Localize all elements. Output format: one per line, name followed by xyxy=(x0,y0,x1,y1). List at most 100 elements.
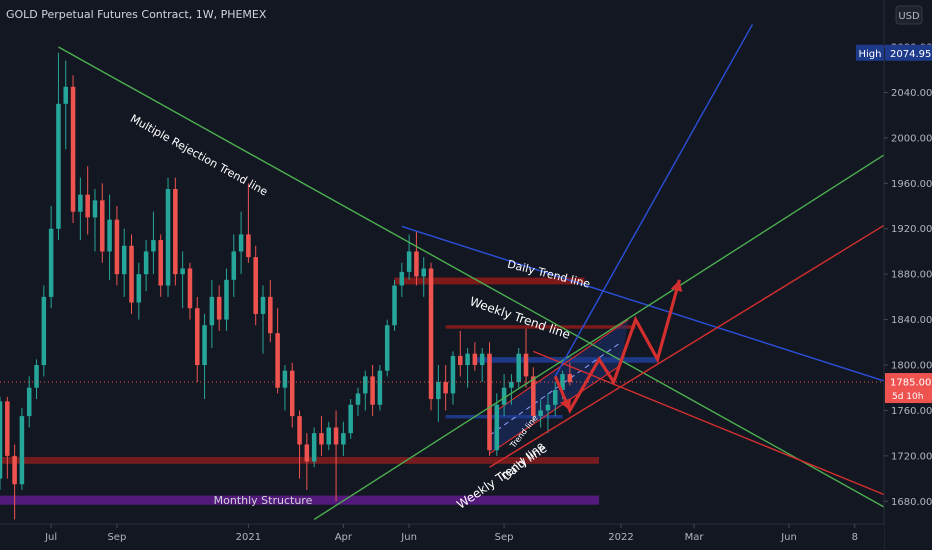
candle[interactable] xyxy=(224,268,229,331)
candle[interactable] xyxy=(275,308,280,394)
candle[interactable] xyxy=(231,234,237,297)
candle[interactable] xyxy=(487,342,492,456)
candle[interactable] xyxy=(238,211,244,275)
candle[interactable] xyxy=(5,396,10,479)
candle[interactable] xyxy=(355,387,361,417)
candle[interactable] xyxy=(531,367,536,422)
candle[interactable] xyxy=(180,251,185,309)
candle[interactable] xyxy=(384,319,390,377)
x-axis-panel[interactable] xyxy=(0,524,884,550)
candle[interactable] xyxy=(450,351,456,405)
candle[interactable] xyxy=(202,313,207,400)
candle[interactable] xyxy=(187,262,193,320)
candle[interactable] xyxy=(107,194,112,280)
candle[interactable] xyxy=(216,285,222,331)
candle-body xyxy=(531,376,536,417)
candle[interactable] xyxy=(399,262,405,297)
green-rising-line[interactable] xyxy=(313,154,885,521)
candle[interactable] xyxy=(289,362,295,428)
candle[interactable] xyxy=(246,183,251,263)
candle[interactable] xyxy=(136,262,142,320)
candle[interactable] xyxy=(151,211,156,275)
candle[interactable] xyxy=(472,342,478,371)
candle[interactable] xyxy=(421,257,427,297)
candle[interactable] xyxy=(552,382,558,417)
candle[interactable] xyxy=(377,365,383,411)
candle[interactable] xyxy=(494,393,500,456)
candle[interactable] xyxy=(92,188,98,252)
candle-body xyxy=(319,433,324,445)
candle[interactable] xyxy=(501,374,507,417)
candle[interactable] xyxy=(523,328,529,388)
candle[interactable] xyxy=(509,374,514,405)
candle[interactable] xyxy=(260,285,266,354)
candle[interactable] xyxy=(443,365,448,411)
candle-body xyxy=(41,296,47,366)
candle[interactable] xyxy=(56,52,61,241)
candle-body xyxy=(12,455,17,485)
candle[interactable] xyxy=(370,365,375,417)
candle[interactable] xyxy=(341,421,346,456)
candle[interactable] xyxy=(538,399,543,428)
candle[interactable] xyxy=(363,370,368,411)
candle-body xyxy=(552,389,558,405)
candle[interactable] xyxy=(304,433,310,490)
candle[interactable] xyxy=(165,177,171,297)
candle[interactable] xyxy=(85,166,90,235)
candle[interactable] xyxy=(129,234,134,314)
candle[interactable] xyxy=(158,234,163,297)
candle[interactable] xyxy=(173,177,178,286)
candle[interactable] xyxy=(333,410,339,502)
candle-body xyxy=(209,296,215,326)
candle[interactable] xyxy=(457,330,463,377)
candle[interactable] xyxy=(41,285,47,377)
candle-body xyxy=(516,353,521,383)
candle[interactable] xyxy=(545,393,551,434)
candle[interactable] xyxy=(253,245,258,326)
candle[interactable] xyxy=(48,206,54,309)
x-tick-label: 2021 xyxy=(236,532,261,543)
y-tick-label: 1800.00 xyxy=(891,361,932,372)
candle[interactable] xyxy=(143,240,149,292)
candle[interactable] xyxy=(516,347,521,388)
candle-body xyxy=(78,194,83,212)
candle[interactable] xyxy=(0,396,3,490)
daily-trend-line[interactable] xyxy=(401,225,885,382)
candle[interactable] xyxy=(392,279,397,331)
candle[interactable] xyxy=(114,206,120,286)
candle[interactable] xyxy=(465,347,470,388)
candle[interactable] xyxy=(268,279,273,343)
candle[interactable] xyxy=(194,296,200,383)
candle[interactable] xyxy=(311,427,317,468)
multiple-rejection-trend-line[interactable] xyxy=(58,46,885,508)
candle[interactable] xyxy=(78,177,83,241)
red-rising-line[interactable] xyxy=(489,224,885,468)
candle[interactable] xyxy=(282,365,288,411)
currency-button[interactable]: USD xyxy=(895,5,923,25)
candle[interactable] xyxy=(34,359,39,400)
x-tick-label: Jul xyxy=(44,532,57,543)
candle[interactable] xyxy=(26,376,32,428)
candle[interactable] xyxy=(70,75,76,224)
currency-button-label[interactable]: USD xyxy=(898,11,920,22)
candle[interactable] xyxy=(348,399,353,439)
candle[interactable] xyxy=(326,421,332,451)
candle[interactable] xyxy=(209,279,215,348)
candle[interactable] xyxy=(436,365,441,422)
blue-rising-line[interactable] xyxy=(554,23,754,377)
candle[interactable] xyxy=(428,262,434,411)
candle[interactable] xyxy=(100,183,105,263)
candle[interactable] xyxy=(63,60,69,150)
candle[interactable] xyxy=(12,444,17,520)
candle[interactable] xyxy=(121,228,127,297)
candle[interactable] xyxy=(319,416,324,456)
candle[interactable] xyxy=(479,347,485,383)
countdown-text: 5d 10h xyxy=(892,392,923,402)
y-axis-panel[interactable] xyxy=(884,0,932,524)
candle[interactable] xyxy=(414,231,419,286)
candle[interactable] xyxy=(297,410,302,479)
candle-body xyxy=(63,86,69,104)
candle-body xyxy=(173,188,178,275)
candle[interactable] xyxy=(19,408,25,490)
